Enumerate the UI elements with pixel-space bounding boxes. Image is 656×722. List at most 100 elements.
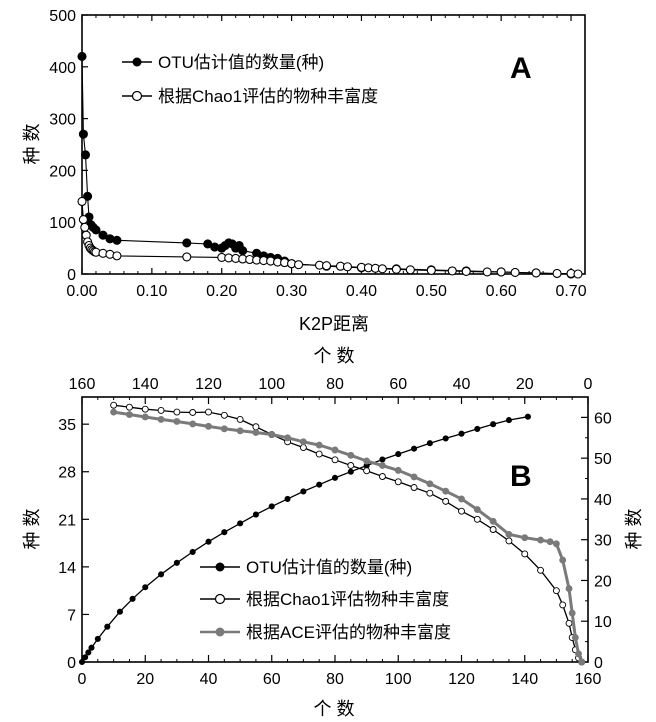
panel-b-point-chao1	[236, 415, 244, 423]
panel-b-point-otu	[379, 456, 386, 463]
panel-b-point-otu	[316, 481, 323, 488]
panel-b-point-ace	[552, 540, 560, 548]
panel-a-point-otu	[77, 51, 87, 61]
panel-a-x-tick-label: 0.50	[416, 283, 447, 300]
panel-b-point-otu	[300, 488, 307, 495]
panel-b-point-chao1	[473, 515, 481, 523]
panel-a-legend-entry-chao1: 根据Chao1评估的物种丰富度	[122, 87, 378, 106]
panel-b-point-otu	[284, 495, 291, 502]
panel-a-point-otu	[182, 238, 192, 248]
panel-a-point-chao1	[112, 251, 122, 261]
panel-b-point-ace	[575, 650, 582, 658]
panel-a-y-tick-label: 300	[49, 112, 76, 129]
panel-b-point-chao1	[442, 497, 450, 505]
panel-b-point-ace	[141, 413, 149, 421]
panel-b-point-chao1	[252, 423, 260, 431]
panel-b-point-otu	[173, 559, 180, 566]
panel-b-point-otu	[524, 413, 531, 420]
panel-a-legend-entry-otu: OTU估计值的数量(种)	[122, 53, 324, 72]
panel-b-point-ace	[505, 530, 513, 538]
panel-a-point-chao1	[510, 267, 520, 277]
panel-b-bottom-tick-label: 60	[263, 671, 281, 688]
panel-b-right-tick-label: 0	[594, 655, 603, 672]
panel-b-point-ace	[489, 517, 497, 525]
panel-a-point-otu	[83, 191, 93, 201]
panel-b-point-ace	[442, 487, 450, 495]
panel-b-point-chao1	[173, 408, 181, 416]
panel-a-x-axis-label: K2P距离	[299, 314, 369, 334]
panel-b-top-tick-label: 0	[584, 376, 593, 393]
panel-a-x-tick-label: 0.60	[486, 283, 517, 300]
panel-b-top-tick-label: 100	[258, 376, 285, 393]
panel-a-point-chao1	[377, 264, 387, 274]
panel-b-bottom-tick-label: 0	[78, 671, 87, 688]
panel-b-point-otu	[458, 430, 465, 437]
panel-b-right-tick-label: 50	[594, 451, 612, 468]
panel-b-right-axis-label: 种 数	[624, 508, 644, 549]
panel-b-top-tick-label: 20	[516, 376, 534, 393]
panel-b-point-chao1	[565, 619, 573, 627]
panel-b-point-ace	[347, 451, 355, 459]
panel-b-right-tick-label: 40	[594, 492, 612, 509]
panel-a-y-tick-label: 100	[49, 215, 76, 232]
panel-b-legend-entry-otu: OTU估计值的数量(种)	[200, 558, 412, 577]
panel-b-right-tick-label: 20	[594, 573, 612, 590]
panel-b-point-chao1	[189, 409, 197, 416]
panel-b-point-ace	[299, 438, 307, 446]
panel-b-point-otu	[237, 520, 244, 527]
panel-b-point-otu	[85, 649, 92, 656]
panel-b-point-ace	[173, 418, 181, 425]
panel-a-point-chao1	[182, 252, 192, 262]
panel-b-left-tick-label: 28	[58, 465, 76, 482]
panel-b-point-otu	[411, 445, 418, 452]
panel-b-point-chao1	[559, 601, 567, 609]
panel-a-point-chao1	[321, 261, 332, 271]
legend-marker-gray-circle	[215, 627, 225, 637]
panel-a-x-tick-label: 0.20	[206, 283, 237, 300]
panel-b-point-ace	[571, 634, 579, 641]
panel-b-point-otu	[426, 440, 433, 447]
panel-a-y-axis-label: 种 数	[22, 123, 42, 164]
panel-b-point-otu	[221, 529, 228, 536]
legend-marker-open-circle	[214, 593, 226, 605]
panel-b-point-chao1	[125, 403, 133, 411]
panel-b-left-tick-label: 14	[58, 560, 76, 577]
panel-b-legend-label-ace: 根据ACE评估的物种丰富度	[246, 623, 451, 642]
panel-b-point-otu	[88, 644, 95, 651]
panel-b-point-ace	[157, 415, 165, 423]
panel-a-y-tick-label: 400	[49, 60, 76, 77]
panel-b-point-ace	[236, 427, 244, 435]
panel-b-point-otu	[347, 468, 354, 475]
panel-a-legend: OTU估计值的数量(种) 根据Chao1评估的物种丰富度	[122, 53, 378, 106]
panel-a-point-otu	[78, 129, 88, 139]
panel-a-point-otu	[112, 235, 122, 245]
panel-a-legend-label-otu: OTU估计值的数量(种)	[158, 53, 324, 72]
panel-b-right-tick-label: 10	[594, 614, 612, 631]
panel-b-point-otu	[331, 474, 339, 481]
panel-b-point-chao1	[299, 444, 307, 452]
panel-b-point-otu	[505, 417, 512, 424]
panel-b-left-tick-label: 7	[67, 607, 76, 624]
panel-b-right-tick-label: 60	[594, 410, 612, 427]
panel-b-bottom-axis-label: 个 数	[313, 699, 354, 719]
panel-b-point-chao1	[394, 478, 402, 486]
panel-a-point-chao1	[552, 268, 562, 279]
panel-a-x-tick-label: 0.30	[276, 283, 307, 300]
panel-b-point-ace	[410, 473, 418, 481]
panel-a-point-chao1	[342, 262, 353, 272]
panel-a-y-tick-label: 0	[67, 267, 76, 284]
panel-a-point-chao1	[426, 265, 436, 275]
panel-b-point-otu	[158, 571, 165, 578]
panel-b-point-ace	[473, 506, 481, 513]
panel-b-point-ace	[568, 609, 576, 617]
panel-a-point-chao1	[405, 265, 415, 275]
panel-a-point-otu	[80, 150, 91, 160]
panel-a-marks	[77, 51, 583, 279]
panel-b-point-ace	[315, 441, 323, 449]
panel-b-point-chao1	[505, 537, 513, 545]
panel-b-marks	[78, 401, 586, 666]
panel-a-point-chao1	[447, 266, 457, 276]
panel-b-bottom-tick-label: 80	[326, 671, 344, 688]
